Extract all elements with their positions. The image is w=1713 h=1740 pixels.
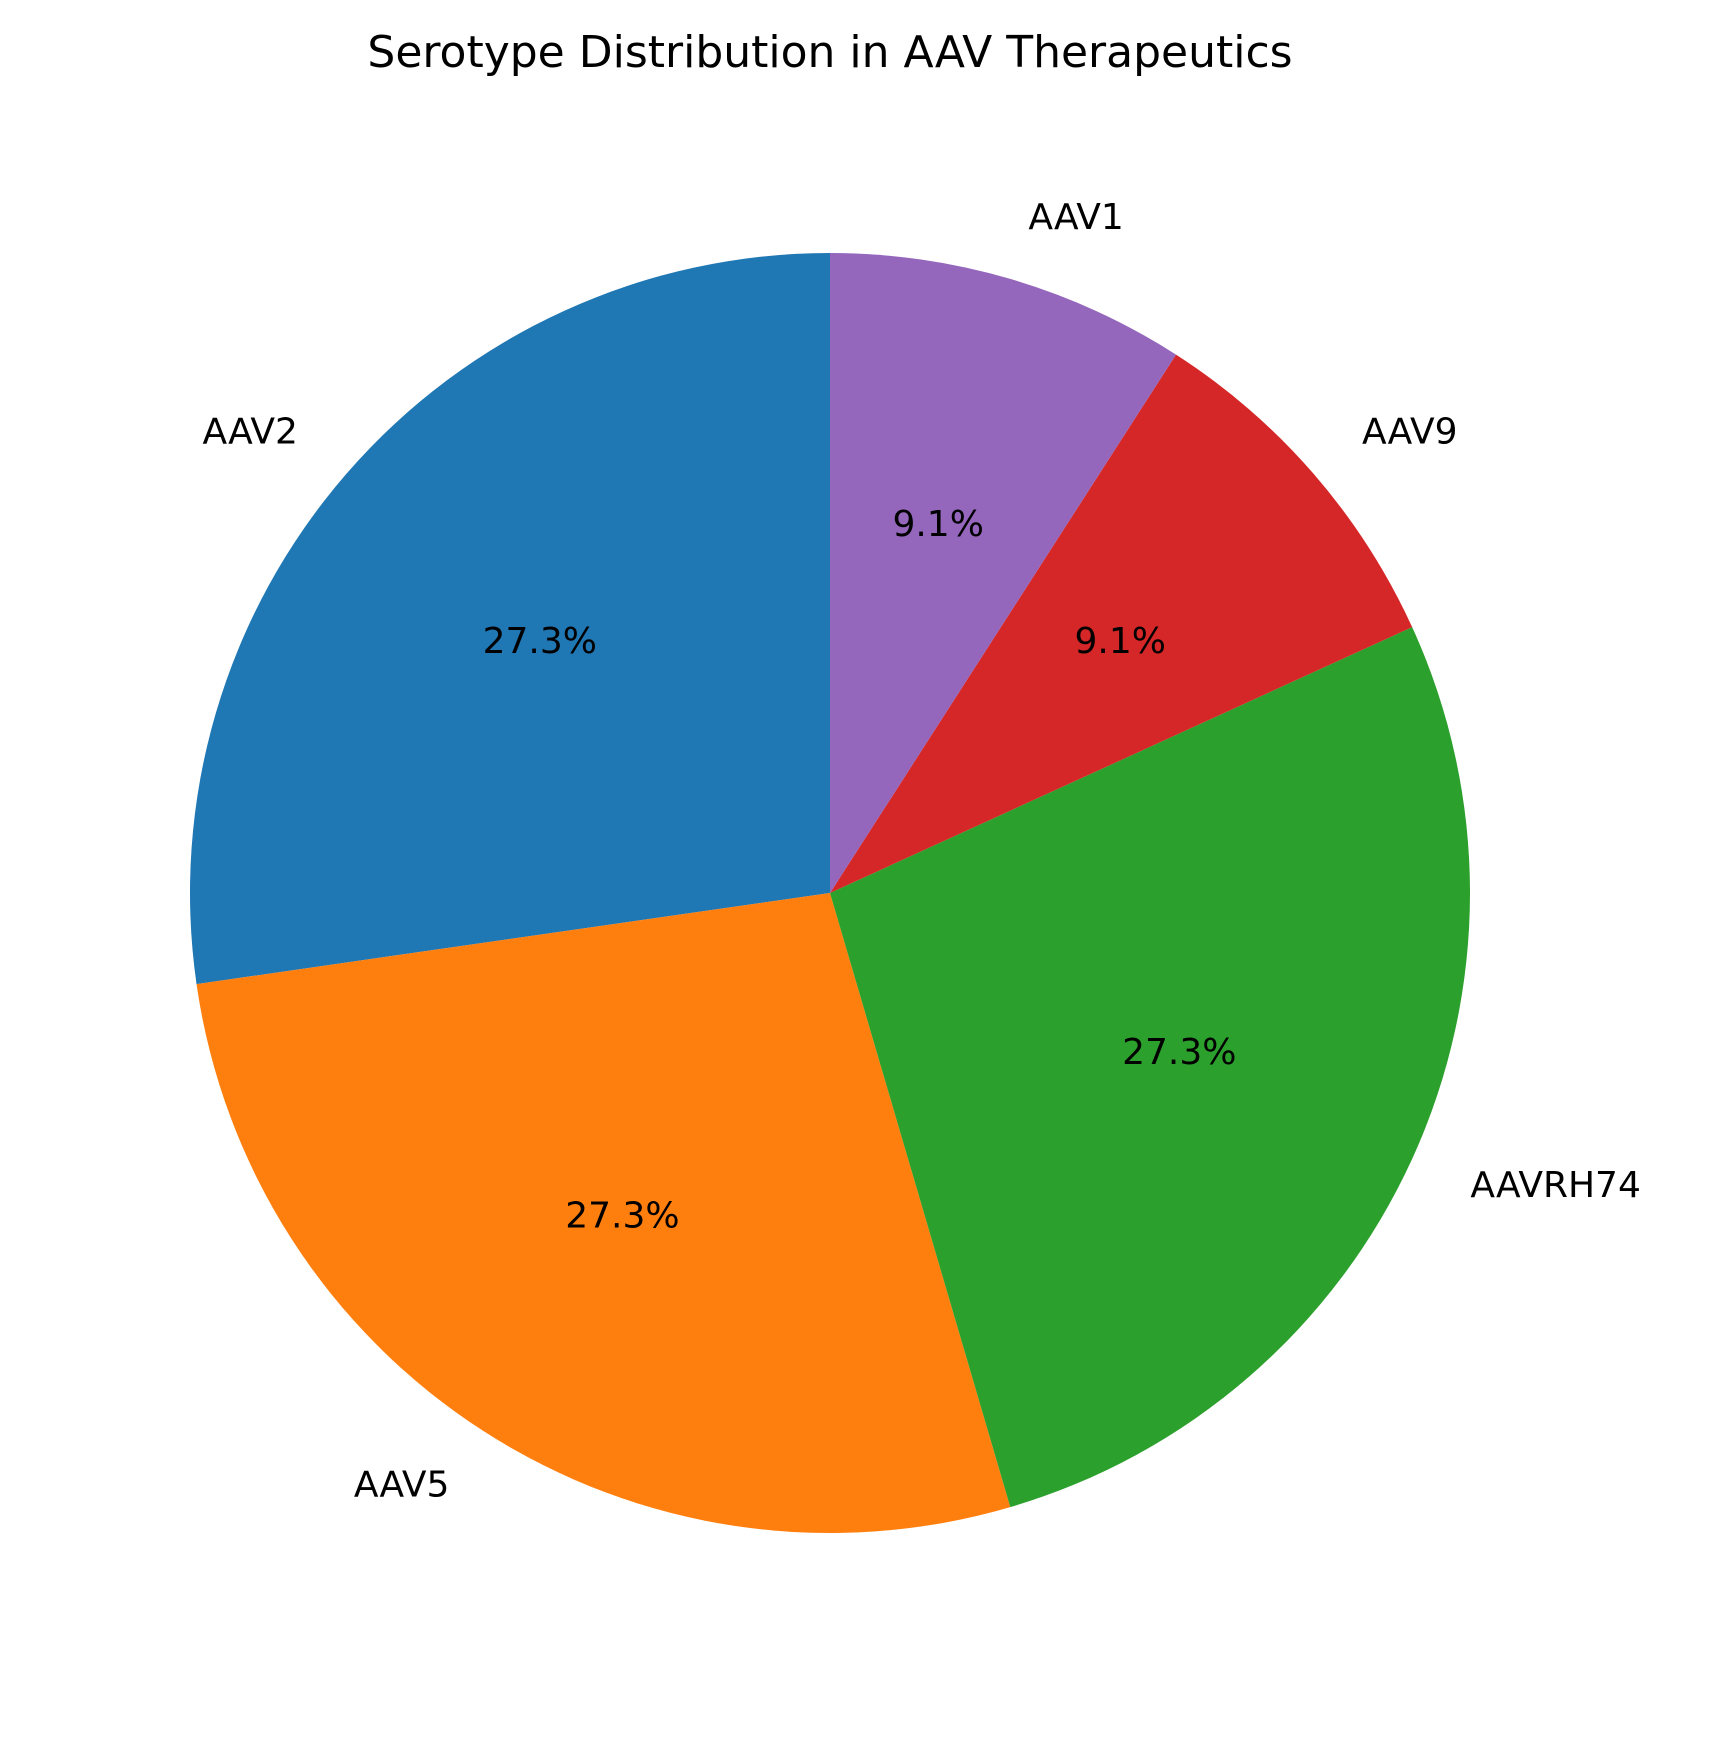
pct-layer: 27.3% 27.3% 27.3% 9.1% 9.1%	[483, 504, 1237, 1236]
pie-slice-aav9	[830, 354, 1413, 893]
pie-slice-aavrh74	[830, 627, 1470, 1508]
pct-label-aav9: 9.1%	[1074, 621, 1165, 662]
slice-label-aav5: AAV5	[354, 1465, 449, 1506]
labels-layer: AAV2 AAV5 AAVRH74 AAV9 AAV1	[202, 197, 1640, 1506]
slice-label-aav1: AAV1	[1028, 197, 1123, 238]
chart-title: Serotype Distribution in AAV Therapeutic…	[367, 27, 1292, 78]
pct-label-aav1: 9.1%	[892, 504, 983, 545]
pie-slice-aav2	[189, 253, 830, 985]
pct-label-aavrh74: 27.3%	[1122, 1032, 1236, 1073]
pie-slice-aav1	[830, 253, 1177, 893]
slice-label-aav9: AAV9	[1362, 411, 1457, 452]
pct-label-aav5: 27.3%	[565, 1196, 679, 1237]
pie-slice-aav5	[196, 893, 1011, 1534]
slice-label-aavrh74: AAVRH74	[1470, 1165, 1640, 1206]
slice-label-aav2: AAV2	[202, 411, 297, 452]
slices-layer	[189, 253, 1470, 1534]
pct-label-aav2: 27.3%	[483, 621, 597, 662]
